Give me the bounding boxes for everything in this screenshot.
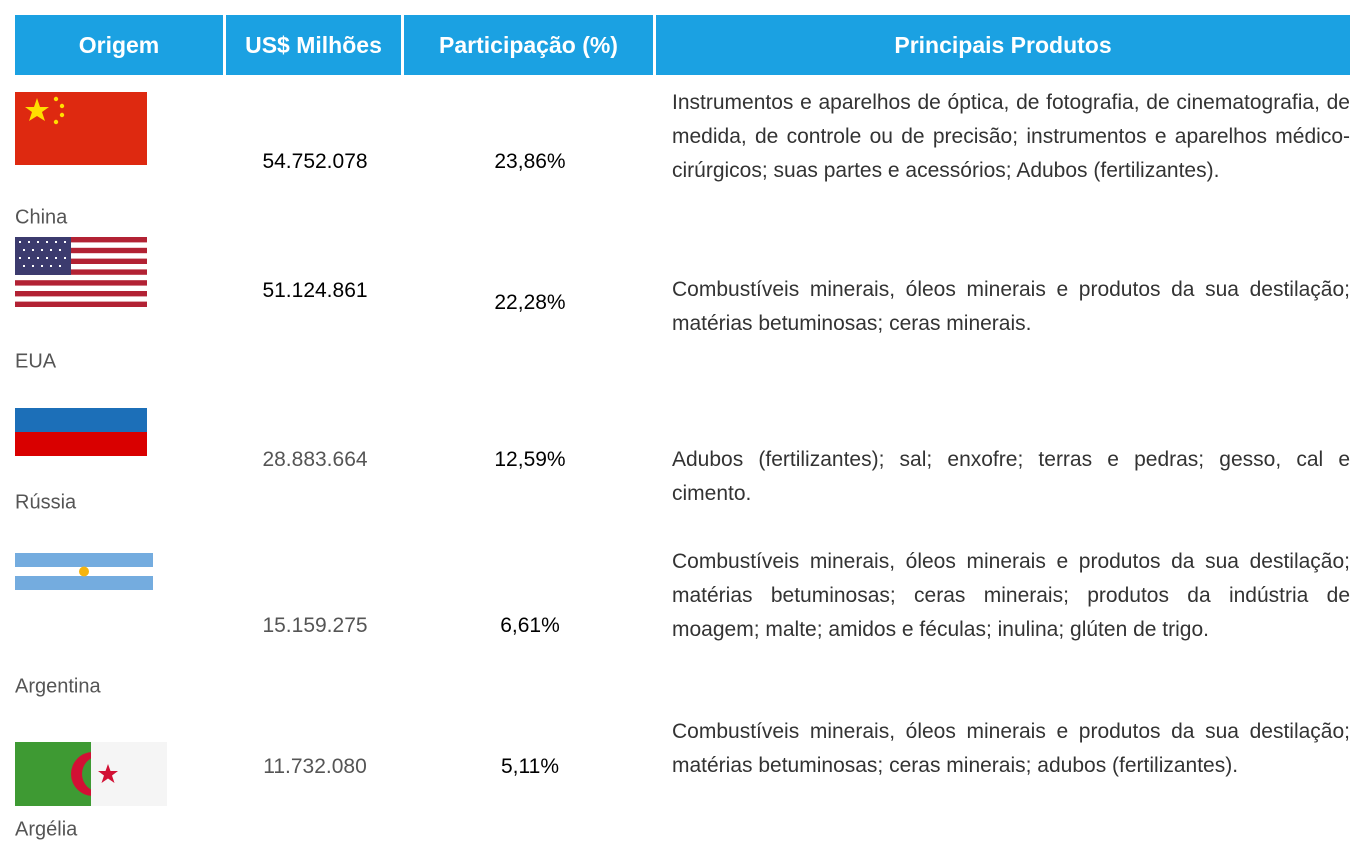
share-cell: 12,59% [494,448,566,471]
share-cell: 5,11% [501,755,559,778]
flag-algeria [15,742,167,806]
country-name: China [15,206,68,229]
share-cell: 6,61% [500,614,560,637]
flag-argentina [15,553,153,590]
products-cell: Instrumentos e aparelhos de óptica, de f… [672,91,1350,182]
products-cell: Combustíveis minerais, óleos minerais e … [672,720,1350,777]
country-name: EUA [15,350,57,373]
value-cell: 15.159.275 [262,614,368,637]
value-cell: 54.752.078 [262,150,368,173]
value-cell: 28.883.664 [262,448,368,471]
country-name: Argélia [15,818,78,841]
header-cell: Principais Produtos [656,15,1350,75]
header-cell: US$ Milhões [226,15,401,75]
country-name: Argentina [15,675,101,698]
header-cell: Participação (%) [404,15,653,75]
flag-russia [15,408,147,456]
share-cell: 22,28% [494,291,566,314]
value-cell: 11.732.080 [263,755,367,778]
share-cell: 23,86% [494,150,566,173]
flag-china [15,92,147,165]
products-cell: Adubos (fertilizantes); sal; enxofre; te… [672,448,1350,505]
header-cell: Origem [15,15,223,75]
products-cell: Combustíveis minerais, óleos minerais e … [672,550,1350,641]
products-cell: Combustíveis minerais, óleos minerais e … [672,278,1350,335]
value-cell: 51.124.861 [262,279,368,302]
flag-usa [15,237,147,307]
country-name: Rússia [15,491,77,514]
